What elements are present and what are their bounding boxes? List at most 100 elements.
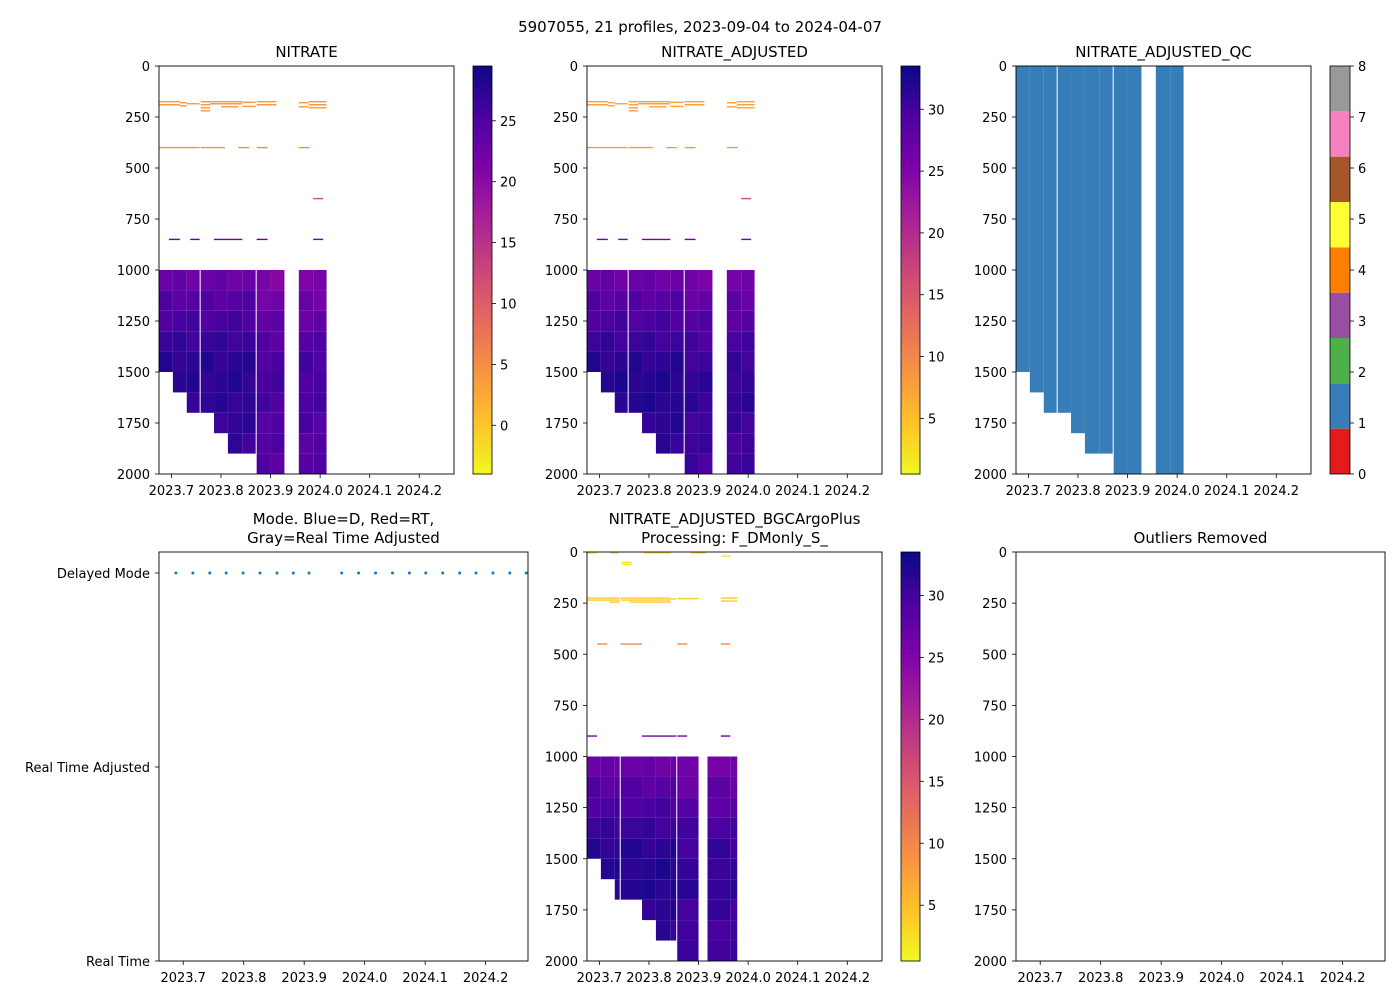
colorbar-gradient-step [901, 751, 920, 758]
colorbar-gradient-step [473, 295, 492, 302]
colorbar-gradient-step [473, 254, 492, 261]
colorbar-gradient-step [901, 623, 920, 630]
heatmap-cell [642, 797, 656, 818]
qc-profile-bar [1029, 66, 1044, 393]
colorbar-gradient-step [473, 346, 492, 353]
colorbar-swatch [1330, 292, 1350, 338]
qc-profile-bar [1113, 66, 1128, 474]
colorbar-gradient-step [901, 96, 920, 103]
colorbar-gradient-step [901, 428, 920, 434]
heatmap-cell [242, 310, 256, 332]
heatmap-cell [200, 270, 215, 291]
x-tick-label: 2024.1 [1204, 484, 1250, 499]
heatmap-cell [186, 270, 200, 291]
colorbar-gradient-step [901, 914, 920, 921]
colorbar-gradient-step [473, 285, 492, 291]
colorbar-tick-label: 5 [928, 899, 936, 914]
heatmap-cell [707, 817, 731, 839]
colorbar-gradient-step [901, 730, 920, 737]
colorbar-gradient-step [901, 137, 920, 144]
heatmap-cell [741, 351, 755, 372]
heatmap-cell [677, 920, 699, 941]
heatmap-cell [614, 879, 620, 900]
title-mode-line-1: Gray=Real Time Adjusted [247, 529, 440, 547]
colorbar-gradient-step [473, 397, 492, 404]
y-tick-label: 250 [982, 597, 1007, 612]
colorbar-gradient-step [473, 377, 492, 383]
colorbar-gradient-step [901, 397, 920, 404]
heatmap-cell [655, 920, 671, 941]
colorbar-gradient-step [901, 710, 920, 717]
y-tick-label: 1000 [974, 264, 1007, 279]
heatmap-cell [620, 776, 643, 798]
heatmap-cell [642, 756, 656, 777]
heatmap-cell [642, 899, 656, 921]
colorbar-gradient-step [901, 193, 920, 200]
colorbar-gradient-step [901, 453, 920, 460]
heatmap-cell [256, 270, 271, 291]
colorbar-gradient-step [473, 249, 492, 256]
colorbar-tick-label: 0 [500, 419, 508, 434]
heatmap-cell [684, 310, 699, 332]
colorbar-tick-label: 1 [1358, 417, 1366, 432]
colorbar-gradient-step [473, 81, 492, 87]
heatmap-cell [200, 351, 215, 372]
y-tick-label: 1000 [545, 751, 578, 766]
heatmap-cell [698, 372, 713, 393]
heatmap-cell [172, 310, 187, 332]
qc-profile-bar [1127, 66, 1142, 474]
x-tick-label: 2023.8 [221, 971, 267, 986]
heatmap-cell [698, 290, 713, 311]
x-tick-label: 2023.8 [198, 484, 244, 499]
heatmap-cell [614, 858, 620, 880]
heatmap-cell [730, 756, 738, 777]
y-tick-label: 750 [553, 699, 578, 714]
colorbar-tick-label: 4 [1358, 264, 1366, 279]
colorbar-tick-label: 20 [928, 713, 945, 728]
colorbar-gradient-step [901, 458, 920, 465]
y-tick-label: 1250 [974, 802, 1007, 817]
colorbar-gradient-step [901, 224, 920, 230]
colorbar-gradient-step [473, 264, 492, 271]
heatmap-cell [655, 372, 671, 393]
heatmap-cell [677, 858, 699, 880]
heatmap-cell [587, 270, 601, 291]
x-tick-label: 2024.2 [1254, 484, 1300, 499]
y-tick-label: 250 [553, 111, 578, 126]
title-bgcargoplus-line-1: Processing: F_DMonly_S_ [641, 529, 828, 548]
colorbar-gradient-step [901, 736, 920, 742]
heatmap-cell [186, 310, 200, 332]
y-tick-label: Delayed Mode [57, 567, 150, 582]
heatmap-cell [642, 817, 656, 839]
heatmap-cell [242, 392, 256, 413]
heatmap-cell [172, 351, 187, 372]
heatmap-cell [614, 331, 628, 352]
heatmap-cell [600, 290, 615, 311]
colorbar-gradient-step [901, 275, 920, 281]
heatmap-cell [600, 372, 615, 393]
colorbar-gradient-step [901, 766, 920, 773]
heatmap-cell [227, 310, 243, 332]
colorbar-gradient-step [901, 142, 920, 149]
colorbar-gradient-step [473, 428, 492, 434]
heatmap-cell [707, 797, 731, 818]
heatmap-cell [200, 392, 215, 413]
x-tick-label: 2023.9 [676, 484, 722, 499]
colorbar-gradient-step [473, 280, 492, 286]
colorbar-gradient-step [901, 628, 920, 635]
y-tick-label: 250 [125, 111, 150, 126]
colorbar-gradient-step [473, 122, 492, 128]
mode-point [191, 571, 195, 575]
heatmap-cell [298, 433, 314, 454]
colorbar-gradient-step [901, 608, 920, 614]
colorbar-tick-label: 8 [1358, 60, 1366, 75]
heatmap-cell [707, 879, 731, 900]
colorbar-gradient-step [901, 295, 920, 302]
heatmap-cell [628, 372, 643, 393]
y-tick-label: 500 [982, 648, 1007, 663]
colorbar-gradient-step [901, 162, 920, 169]
colorbar-gradient-step [901, 715, 920, 722]
colorbar-gradient-step [473, 270, 492, 276]
colorbar-gradient-step [901, 577, 920, 584]
colorbar-gradient-step [901, 756, 920, 763]
